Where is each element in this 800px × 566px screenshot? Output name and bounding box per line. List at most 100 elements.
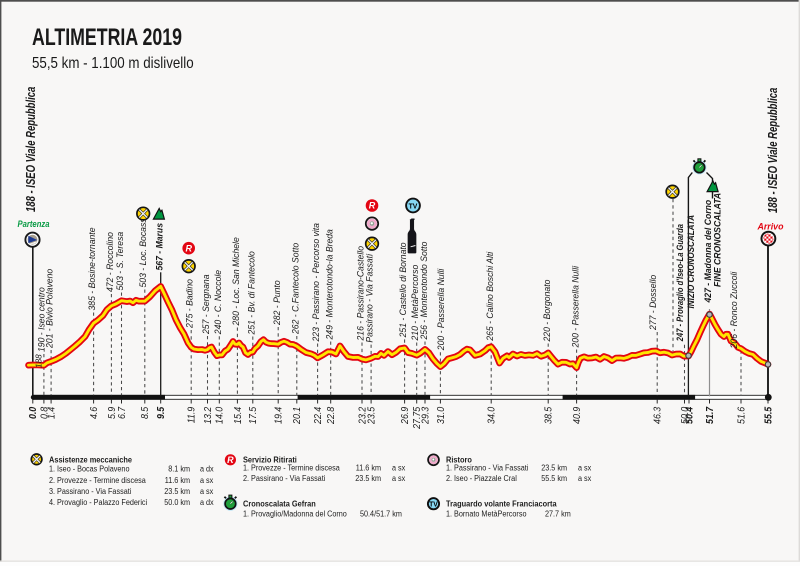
svg-text:Partenza: Partenza [18,218,50,229]
svg-text:22.4: 22.4 [313,407,324,425]
svg-text:251 - Bv. di Fantecolo: 251 - Bv. di Fantecolo [246,251,256,335]
svg-text:50.0: 50.0 [679,406,690,424]
svg-text:282 - Punto: 282 - Punto [272,280,282,326]
svg-text:a sx: a sx [392,463,406,472]
svg-text:50.0 km: 50.0 km [164,498,190,507]
svg-text:9.5: 9.5 [156,406,167,419]
svg-text:256 - Monterotondo Sotto: 256 - Monterotondo Sotto [419,242,429,341]
svg-text:29.3: 29.3 [420,406,431,425]
svg-text:14.0: 14.0 [214,406,225,424]
svg-text:251 - Castello di Bornato: 251 - Castello di Bornato [398,242,408,338]
svg-text:23.5: 23.5 [366,406,377,425]
svg-text:472 - Roccolino: 472 - Roccolino [105,232,115,292]
svg-text:Arrivo: Arrivo [757,221,784,231]
svg-text:26.9: 26.9 [400,407,411,425]
svg-text:23.2: 23.2 [357,406,368,425]
svg-text:34.0: 34.0 [486,406,497,424]
svg-text:55.5: 55.5 [763,406,774,424]
svg-text:a dx: a dx [200,464,214,473]
svg-text:385 - Bosine-tornante: 385 - Bosine-tornante [87,227,97,310]
svg-text:23.5 km: 23.5 km [164,487,190,496]
svg-text:TV: TV [429,499,438,508]
svg-text:2. Provezze - Termine discesa: 2. Provezze - Termine discesa [49,476,147,485]
svg-text:427 - Madonna del Corno: 427 - Madonna del Corno [703,199,713,303]
svg-text:1. Provezze - Termine discesa: 1. Provezze - Termine discesa [243,463,341,472]
svg-text:0.8: 0.8 [39,406,50,419]
svg-text:R: R [185,243,192,253]
svg-text:262 - C.Fantecolo Sotto: 262 - C.Fantecolo Sotto [290,243,300,335]
svg-text:1. Bornato MetàPercorso: 1. Bornato MetàPercorso [446,509,526,518]
svg-text:TV: TV [409,201,418,210]
svg-text:ALTIMETRIA 2019: ALTIMETRIA 2019 [32,25,182,51]
svg-text:1. Passirano - Via Fassati: 1. Passirano - Via Fassati [446,463,529,472]
svg-text:15.4: 15.4 [232,407,243,424]
svg-text:6.7: 6.7 [116,406,127,419]
svg-text:20.1: 20.1 [292,407,303,425]
svg-text:1. Provaglio/Madonna del Corno: 1. Provaglio/Madonna del Corno [243,509,347,518]
svg-text:8.1 km: 8.1 km [168,464,190,473]
svg-text:23.5 km: 23.5 km [355,474,381,483]
svg-text:a sx: a sx [200,476,214,485]
svg-text:4.6: 4.6 [89,406,100,419]
svg-text:188 - ISEO Viale Repubblica: 188 - ISEO Viale Repubblica [24,86,38,212]
svg-text:40.9: 40.9 [572,407,583,424]
svg-text:13.2: 13.2 [202,406,213,424]
svg-text:223 - Passirano - Percorso vit: 223 - Passirano - Percorso vita [311,223,321,343]
svg-text:51.7: 51.7 [704,406,715,424]
svg-text:210 - MetàPercorso: 210 - MetàPercorso [410,265,420,342]
svg-text:275 - Badino: 275 - Badino [184,279,194,329]
svg-text:220 - Borgonato: 220 - Borgonato [542,280,552,343]
svg-text:503 - S. Teresa: 503 - S. Teresa [115,232,125,291]
svg-text:265 - Calino Boschi Alti: 265 - Calino Boschi Alti [485,251,495,342]
svg-text:1. Iseo - Bocas Polaveno: 1. Iseo - Bocas Polaveno [49,464,129,473]
svg-text:0.0: 0.0 [28,406,39,419]
svg-text:1.4: 1.4 [46,407,57,419]
svg-text:55.5 km: 55.5 km [541,474,567,483]
svg-text:216 - Passirano-Castello: 216 - Passirano-Castello [355,246,365,342]
svg-text:46.3: 46.3 [652,406,663,424]
svg-text:27.7 km: 27.7 km [545,509,571,518]
svg-text:27.75: 27.75 [412,406,423,430]
svg-text:a sx: a sx [578,474,592,483]
svg-text:247 - Provaglio d'Iseo-La Guar: 247 - Provaglio d'Iseo-La Guarda [674,224,685,342]
svg-text:Cronoscalata Gefran: Cronoscalata Gefran [243,499,316,508]
svg-text:55,5 km - 1.100 m dislivello: 55,5 km - 1.100 m dislivello [32,55,194,72]
svg-text:FINE CRONOSCALATA: FINE CRONOSCALATA [712,193,722,287]
svg-text:190 - Iseo centro: 190 - Iseo centro [36,287,46,352]
svg-text:a sx: a sx [200,487,214,496]
svg-text:INIZIO CRONOSCALATA: INIZIO CRONOSCALATA [686,215,697,309]
svg-text:257 - Sergnana: 257 - Sergnana [201,274,211,335]
svg-text:R: R [369,201,376,211]
svg-text:8.5: 8.5 [140,406,151,419]
svg-text:503 - Loc. Bocass: 503 - Loc. Bocass [138,218,148,288]
svg-text:50.4: 50.4 [684,406,695,424]
svg-text:11.6 km: 11.6 km [356,463,381,472]
svg-text:a sx: a sx [578,463,592,472]
svg-text:5.9: 5.9 [106,407,117,419]
svg-text:17.5: 17.5 [248,406,259,424]
svg-text:206 - Ronco Zuccoli: 206 - Ronco Zuccoli [729,271,739,350]
svg-text:201 - Bivio Polaveno: 201 - Bivio Polaveno [44,269,54,349]
svg-text:11.9: 11.9 [186,407,197,423]
svg-text:31.0: 31.0 [435,406,446,424]
svg-text:Ristoro: Ristoro [446,455,472,464]
svg-text:Traguardo volante Franciacorta: Traguardo volante Franciacorta [446,499,557,508]
svg-text:2. Passirano - Via Fassati: 2. Passirano - Via Fassati [243,474,326,483]
svg-text:2. Iseo - Piazzale Cral: 2. Iseo - Piazzale Cral [446,474,517,483]
svg-text:3. Passirano - Via Fassati: 3. Passirano - Via Fassati [49,487,132,496]
svg-text:Passirano - Via Fassati: Passirano - Via Fassati [364,253,374,343]
svg-text:50.4/51.7 km: 50.4/51.7 km [360,509,402,518]
svg-text:188: 188 [33,354,43,368]
svg-text:4. Provaglio - Palazzo Federic: 4. Provaglio - Palazzo Federici [49,498,147,507]
svg-text:11.6 km: 11.6 km [165,476,190,485]
svg-text:R: R [227,455,234,465]
svg-text:567 - Marus: 567 - Marus [154,223,164,271]
svg-text:Assistenze meccaniche: Assistenze meccaniche [49,455,132,464]
svg-text:a dx: a dx [200,498,214,507]
svg-text:23.5 km: 23.5 km [541,463,567,472]
svg-text:19.4: 19.4 [273,407,284,424]
svg-text:200 - Passerella Nulli: 200 - Passerella Nulli [570,265,580,349]
svg-text:249 - Monterotondo-la Breda: 249 - Monterotondo-la Breda [324,229,334,340]
svg-text:200 - Passerella Nulli: 200 - Passerella Nulli [436,268,446,352]
svg-text:280 - Loc. San Michele: 280 - Loc. San Michele [231,237,241,326]
